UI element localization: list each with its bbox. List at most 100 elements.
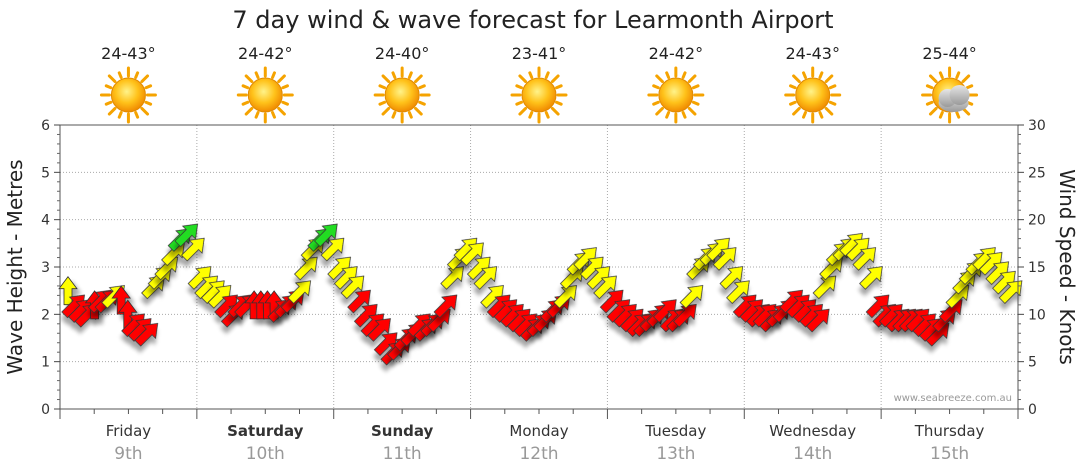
wind-arrows	[58, 223, 1023, 366]
sun-ray	[407, 111, 413, 119]
day-header: 24-40° Sunday 11th	[371, 44, 434, 464]
sun-ray	[117, 71, 123, 79]
partly-cloudy-icon	[921, 66, 979, 124]
sun-ray	[378, 84, 387, 90]
temperature-range: 24-40°	[375, 44, 430, 63]
day-header: 24-42° Tuesday 13th	[644, 44, 706, 464]
wind-arrow	[852, 247, 877, 271]
sun-disc	[795, 77, 831, 113]
sun-ray	[381, 74, 391, 84]
sun-ray	[281, 84, 289, 90]
sun-ray	[691, 84, 700, 90]
wind-arrow	[812, 275, 837, 300]
right-tick-label: 30	[1028, 118, 1046, 134]
sun-ray	[515, 84, 523, 90]
left-tick-label: 4	[41, 213, 50, 229]
wind-arrow	[314, 223, 338, 248]
sun-ray	[792, 106, 801, 116]
wind-arrow	[433, 294, 458, 319]
sun-ray	[277, 74, 286, 84]
sun-ray	[254, 71, 260, 79]
sun-disc	[247, 77, 283, 113]
sunny-icon	[99, 66, 157, 124]
wind-arrow	[347, 289, 371, 314]
sun-ray	[515, 100, 523, 106]
sun-ray	[652, 100, 660, 106]
sun-ray	[965, 84, 974, 90]
sun-ray	[140, 74, 150, 84]
day-label: Tuesday	[644, 422, 706, 440]
sun-ray	[244, 106, 254, 116]
wind-arrow	[726, 280, 750, 304]
temperature-range: 23-41°	[512, 44, 567, 63]
temperature-range: 25-44°	[922, 44, 977, 63]
sun-ray	[802, 71, 807, 79]
sunny-icon	[510, 66, 568, 124]
sun-ray	[925, 84, 934, 90]
sun-ray	[104, 100, 113, 106]
day-label: Wednesday	[769, 422, 856, 440]
wind-arrow	[134, 322, 159, 347]
sun-disc	[110, 77, 146, 113]
temperature-range: 24-42°	[649, 44, 704, 63]
sun-ray	[665, 71, 671, 79]
sun-ray	[802, 111, 807, 119]
sun-ray	[140, 106, 150, 116]
sun-ray	[681, 111, 687, 119]
wind-arrow	[174, 223, 199, 248]
sun-ray	[818, 111, 824, 119]
day-header: 25-44° Thursday 15th	[914, 44, 985, 464]
sun-ray	[550, 74, 560, 84]
day-label: Friday	[106, 422, 152, 440]
wind-arrow	[440, 266, 464, 290]
wind-arrow	[367, 318, 391, 342]
chart-title: 7 day wind & wave forecast for Learmonth…	[232, 6, 833, 34]
sun-ray	[271, 111, 276, 119]
watermark: www.seabreeze.com.au	[894, 393, 1012, 404]
sun-ray	[824, 106, 834, 116]
day-label: Saturday	[227, 422, 304, 440]
sun-ray	[144, 84, 153, 90]
plot-area	[60, 125, 1018, 409]
right-tick-label: 20	[1028, 213, 1046, 229]
sun-ray	[792, 74, 801, 84]
wind-arrow	[460, 242, 484, 267]
sun-ray	[407, 71, 413, 79]
cloud-shape	[938, 85, 970, 112]
sun-ray	[528, 111, 534, 119]
sun-disc	[384, 77, 420, 113]
right-tick-label: 0	[1028, 402, 1037, 418]
sun-ray	[418, 84, 426, 90]
temperature-range: 24-43°	[101, 44, 156, 63]
sun-ray	[938, 111, 944, 119]
sun-ray	[550, 106, 560, 116]
sun-ray	[928, 74, 938, 84]
date-label: 15th	[930, 444, 969, 464]
left-tick-label: 2	[41, 307, 50, 323]
sun-ray	[277, 106, 286, 116]
sun-ray	[117, 111, 123, 119]
wind-arrow	[805, 308, 830, 333]
sun-ray	[655, 74, 664, 84]
day-header: 23-41° Monday 12th	[509, 44, 568, 464]
temperature-range: 24-42°	[238, 44, 293, 63]
wind-arrow	[287, 280, 312, 304]
sun-ray	[655, 106, 664, 116]
sun-disc	[658, 77, 694, 113]
wind-arrow	[673, 303, 697, 328]
sunny-icon	[373, 66, 431, 124]
sun-ray	[518, 106, 528, 116]
sun-ray	[555, 100, 563, 106]
date-label: 12th	[519, 444, 558, 464]
left-tick-label: 0	[41, 402, 50, 418]
sun-ray	[691, 100, 700, 106]
wind-arrow	[679, 285, 704, 309]
day-header: 24-43° Friday 9th	[99, 44, 157, 464]
date-label: 13th	[656, 444, 695, 464]
date-label: 11th	[383, 444, 422, 464]
sun-ray	[134, 71, 140, 79]
right-tick-label: 10	[1028, 307, 1046, 323]
sun-ray	[418, 100, 426, 106]
day-headers: 24-43° Friday 9th 24-42° Saturday 10th 24-40° S…	[99, 44, 985, 464]
sun-ray	[281, 100, 289, 106]
